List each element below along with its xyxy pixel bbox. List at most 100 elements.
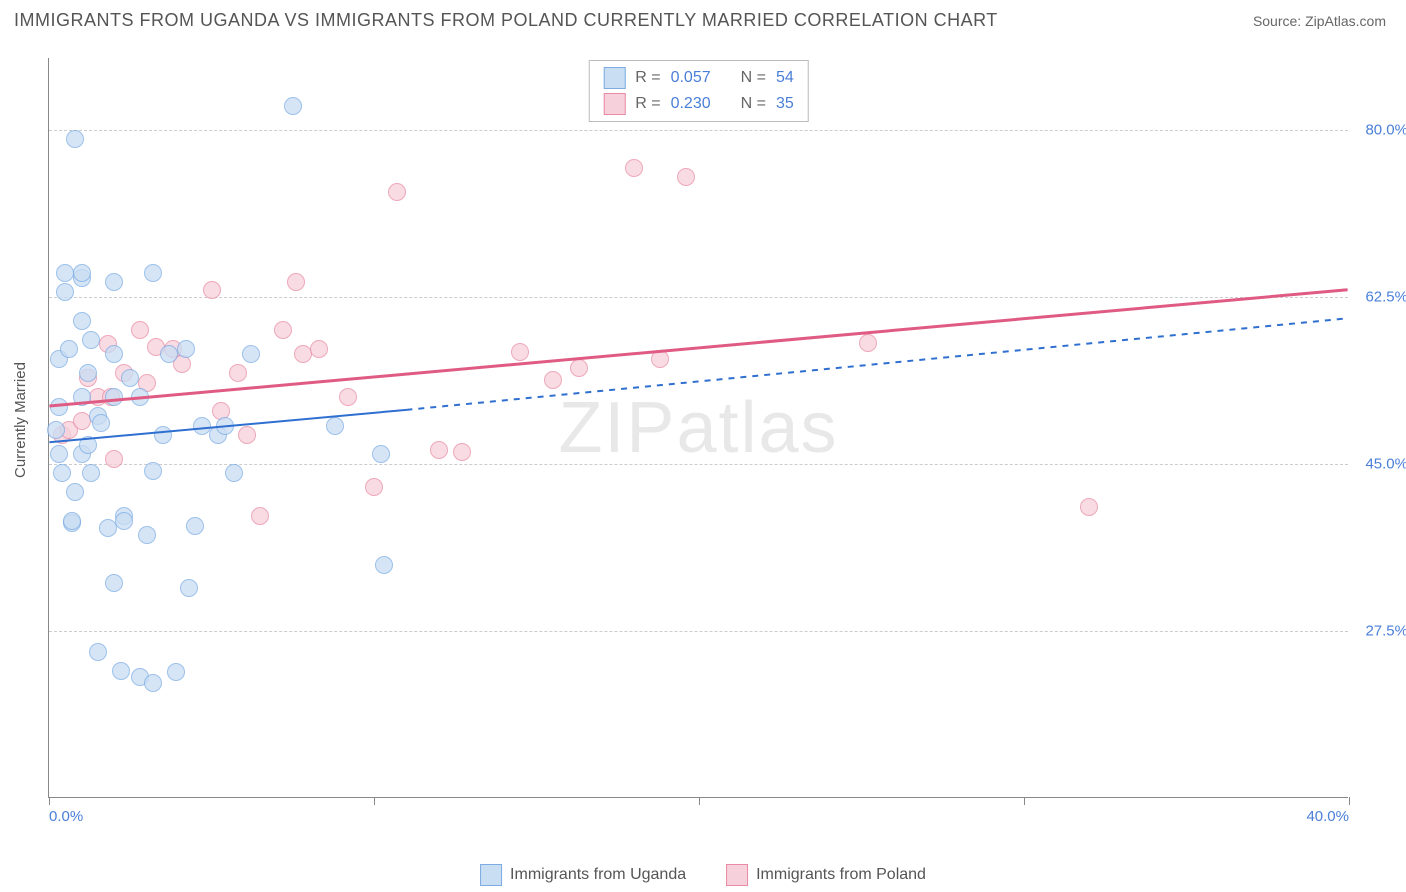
scatter-point-poland: [677, 168, 695, 186]
plot-area: ZIPatlas R =0.057N =54R =0.230N =35 27.5…: [48, 58, 1348, 798]
scatter-point-uganda: [79, 364, 97, 382]
legend-item-uganda: Immigrants from Uganda: [480, 864, 686, 886]
scatter-point-poland: [859, 334, 877, 352]
gridline: [49, 297, 1348, 298]
scatter-point-poland: [544, 371, 562, 389]
scatter-point-poland: [203, 281, 221, 299]
scatter-point-uganda: [144, 674, 162, 692]
scatter-point-uganda: [375, 556, 393, 574]
scatter-point-poland: [251, 507, 269, 525]
y-tick-label: 45.0%: [1353, 455, 1406, 472]
legend-swatch: [480, 864, 502, 886]
legend-n-value: 54: [776, 69, 794, 87]
legend-swatch: [603, 67, 625, 89]
legend-bottom: Immigrants from Uganda Immigrants from Po…: [480, 864, 926, 886]
scatter-point-poland: [570, 359, 588, 377]
scatter-point-poland: [339, 388, 357, 406]
scatter-point-uganda: [154, 426, 172, 444]
legend-item-poland: Immigrants from Poland: [726, 864, 926, 886]
scatter-point-uganda: [284, 97, 302, 115]
scatter-point-poland: [511, 343, 529, 361]
chart-title: IMMIGRANTS FROM UGANDA VS IMMIGRANTS FRO…: [14, 10, 998, 31]
x-tick-label: 40.0%: [1306, 808, 1349, 825]
scatter-point-uganda: [73, 264, 91, 282]
scatter-point-uganda: [177, 340, 195, 358]
scatter-point-uganda: [56, 283, 74, 301]
scatter-point-poland: [287, 273, 305, 291]
scatter-point-uganda: [73, 312, 91, 330]
scatter-point-uganda: [180, 579, 198, 597]
scatter-point-uganda: [50, 398, 68, 416]
x-tick: [374, 797, 375, 805]
scatter-point-uganda: [63, 512, 81, 530]
scatter-point-poland: [131, 321, 149, 339]
scatter-point-uganda: [105, 273, 123, 291]
scatter-point-uganda: [112, 662, 130, 680]
scatter-point-uganda: [47, 421, 65, 439]
legend-label: Immigrants from Uganda: [510, 866, 686, 884]
legend-stat-row-poland: R = 0.230 N = 35: [603, 91, 794, 117]
legend-swatch: [603, 93, 625, 115]
scatter-point-poland: [625, 159, 643, 177]
scatter-point-uganda: [186, 517, 204, 535]
scatter-point-poland: [105, 450, 123, 468]
chart-header: IMMIGRANTS FROM UGANDA VS IMMIGRANTS FRO…: [0, 0, 1406, 37]
scatter-point-uganda: [193, 417, 211, 435]
scatter-point-uganda: [121, 369, 139, 387]
scatter-point-poland: [274, 321, 292, 339]
scatter-point-uganda: [167, 663, 185, 681]
scatter-point-uganda: [372, 445, 390, 463]
scatter-point-uganda: [82, 331, 100, 349]
scatter-point-uganda: [144, 264, 162, 282]
chart-source: Source: ZipAtlas.com: [1253, 13, 1386, 29]
scatter-point-uganda: [105, 388, 123, 406]
y-tick-label: 62.5%: [1353, 288, 1406, 305]
scatter-point-poland: [238, 426, 256, 444]
legend-stats-box: R = 0.057 N = 54 R = 0.230 N = 35: [588, 60, 809, 122]
scatter-point-uganda: [105, 345, 123, 363]
scatter-point-poland: [651, 350, 669, 368]
scatter-point-poland: [430, 441, 448, 459]
legend-n-label: N =: [741, 69, 766, 87]
scatter-point-poland: [1080, 498, 1098, 516]
scatter-point-uganda: [225, 464, 243, 482]
legend-n-label: N =: [741, 95, 766, 113]
scatter-point-uganda: [66, 483, 84, 501]
scatter-point-uganda: [115, 512, 133, 530]
y-tick-label: 80.0%: [1353, 121, 1406, 138]
legend-stat-row-uganda: R = 0.057 N = 54: [603, 65, 794, 91]
y-axis-label: Currently Married: [12, 362, 29, 478]
scatter-point-poland: [453, 443, 471, 461]
scatter-point-uganda: [79, 436, 97, 454]
legend-r-label: R =: [635, 95, 660, 113]
scatter-point-uganda: [92, 414, 110, 432]
x-tick-label: 0.0%: [49, 808, 83, 825]
gridline: [49, 631, 1348, 632]
gridline: [49, 464, 1348, 465]
legend-r-value: 0.230: [671, 95, 711, 113]
x-tick: [1349, 797, 1350, 805]
scatter-point-uganda: [144, 462, 162, 480]
watermark: ZIPatlas: [558, 387, 838, 469]
scatter-point-poland: [388, 183, 406, 201]
legend-n-value: 35: [776, 95, 794, 113]
x-tick: [699, 797, 700, 805]
scatter-point-uganda: [66, 130, 84, 148]
scatter-point-uganda: [50, 445, 68, 463]
x-tick: [49, 797, 50, 805]
legend-r-value: 0.057: [671, 69, 711, 87]
scatter-point-uganda: [82, 464, 100, 482]
x-tick: [1024, 797, 1025, 805]
legend-swatch: [726, 864, 748, 886]
scatter-point-uganda: [216, 417, 234, 435]
legend-label: Immigrants from Poland: [756, 866, 926, 884]
legend-r-label: R =: [635, 69, 660, 87]
scatter-point-poland: [365, 478, 383, 496]
scatter-point-uganda: [60, 340, 78, 358]
scatter-point-uganda: [138, 526, 156, 544]
scatter-point-uganda: [242, 345, 260, 363]
scatter-point-uganda: [326, 417, 344, 435]
scatter-point-uganda: [53, 464, 71, 482]
gridline: [49, 130, 1348, 131]
scatter-point-poland: [310, 340, 328, 358]
